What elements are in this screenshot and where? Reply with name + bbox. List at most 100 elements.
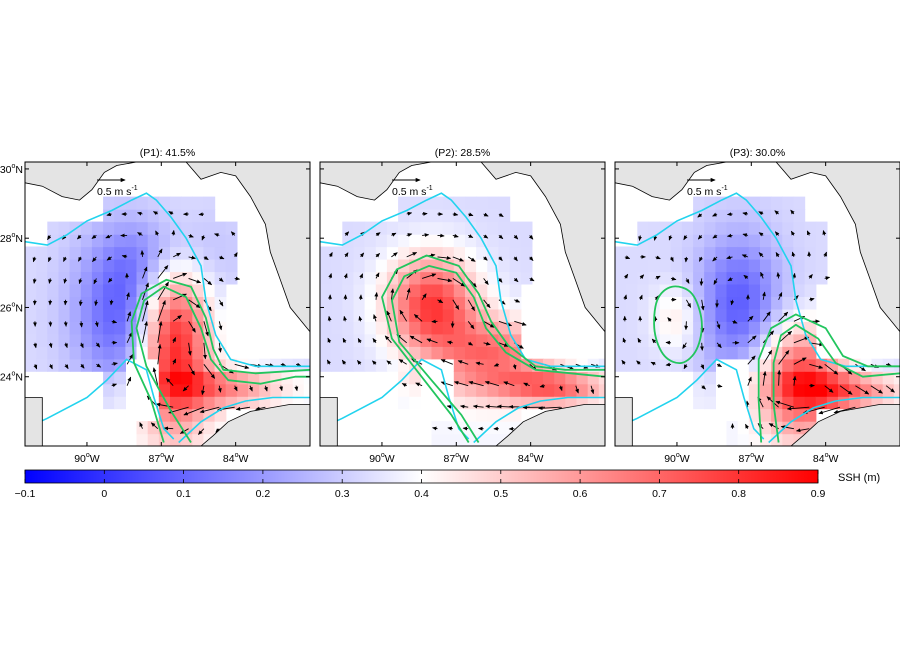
ssh-cell [476, 433, 488, 446]
velocity-arrow [670, 276, 677, 281]
ssh-cell [320, 308, 332, 322]
ssh-contour [757, 313, 900, 443]
ssh-cell [375, 221, 388, 235]
ssh-cell [487, 321, 500, 335]
ssh-cell [637, 333, 650, 347]
lon-tick-label: 87oW [444, 452, 470, 465]
velocity-arrow [76, 234, 82, 240]
velocity-arrow [142, 321, 148, 343]
ssh-cell [626, 271, 638, 285]
ssh-cell [760, 433, 772, 446]
ssh-cell [681, 246, 694, 260]
ssh-cell [398, 283, 410, 297]
velocity-arrow [747, 355, 756, 365]
ssh-cell [192, 358, 205, 372]
velocity-arrow [426, 338, 438, 344]
ssh-cell [782, 246, 795, 260]
ssh-cell [398, 383, 410, 397]
ssh-cell [782, 209, 795, 223]
velocity-arrow [294, 385, 299, 392]
land [615, 397, 633, 446]
ssh-cell [453, 234, 466, 248]
ssh-cell [465, 259, 477, 273]
ssh-cell [465, 209, 477, 223]
ssh-cell [849, 383, 861, 397]
velocity-arrow [806, 230, 811, 236]
velocity-arrow [201, 235, 206, 241]
ssh-cell [838, 371, 850, 385]
ssh-cell [398, 221, 410, 235]
ssh-cell [565, 371, 578, 385]
ssh-cell [58, 221, 71, 235]
ssh-cell [793, 346, 806, 360]
ssh-cell [871, 371, 884, 385]
velocity-arrow [452, 233, 459, 238]
velocity-arrow [188, 321, 196, 333]
ssh-cell [248, 396, 260, 410]
ssh-cell [236, 371, 249, 385]
ssh-cell [342, 358, 355, 372]
ssh-cell [192, 196, 205, 210]
velocity-arrow [453, 380, 469, 387]
ssh-cell [398, 396, 410, 410]
ssh-cell [648, 221, 661, 235]
velocity-arrow [528, 234, 534, 240]
velocity-arrow [215, 428, 220, 433]
ssh-cell [420, 308, 433, 322]
ssh-cell [587, 383, 600, 397]
ssh-cell [704, 271, 716, 285]
ssh-cell [465, 271, 477, 285]
ssh-cell [203, 421, 216, 435]
ssh-cell [737, 433, 750, 446]
ssh-cell [670, 296, 683, 310]
ssh-cell [342, 271, 355, 285]
ssh-cell [771, 333, 783, 347]
ssh-cell [386, 346, 399, 360]
velocity-arrow [328, 251, 333, 258]
ssh-cell [136, 296, 149, 310]
ssh-cell [565, 383, 578, 397]
ssh-cell [320, 333, 332, 347]
ssh-cell [170, 196, 182, 210]
ssh-cell [587, 371, 600, 385]
velocity-arrow [529, 277, 535, 282]
ssh-cell [659, 234, 672, 248]
ssh-cell [80, 358, 93, 372]
velocity-arrow [468, 234, 474, 238]
ssh-cell [36, 333, 48, 347]
ssh-cell [509, 246, 522, 260]
velocity-arrow [155, 230, 160, 236]
ssh-cell [704, 396, 716, 410]
velocity-arrow [452, 212, 459, 217]
ssh-cell [386, 308, 399, 322]
ssh-cell [114, 346, 126, 360]
ssh-cell [125, 221, 138, 235]
ssh-cell [793, 383, 806, 397]
velocity-arrow [391, 232, 397, 237]
ssh-cell [69, 234, 82, 248]
ssh-cell [58, 346, 71, 360]
ssh-cell [236, 383, 249, 397]
ssh-cell [760, 209, 772, 223]
velocity-arrow [248, 385, 253, 392]
map-panel [25, 162, 310, 446]
ssh-cell [203, 234, 216, 248]
ssh-cell [281, 396, 294, 410]
ssh-cell [181, 383, 193, 397]
ssh-cell [158, 246, 171, 260]
velocity-arrow [152, 211, 159, 216]
map-panel [320, 162, 605, 446]
ssh-cell [158, 396, 171, 410]
ssh-contour [135, 285, 310, 443]
ssh-cell [431, 308, 444, 322]
ssh-cell [737, 246, 750, 260]
ssh-cell [147, 321, 160, 335]
velocity-arrow [109, 299, 114, 306]
ssh-cell [760, 259, 772, 273]
ssh-cell [693, 283, 705, 297]
ssh-cell [203, 408, 216, 422]
ssh-cell [114, 371, 126, 385]
ssh-cell [225, 383, 238, 397]
ssh-cell [158, 346, 171, 360]
velocity-arrow [742, 211, 748, 216]
